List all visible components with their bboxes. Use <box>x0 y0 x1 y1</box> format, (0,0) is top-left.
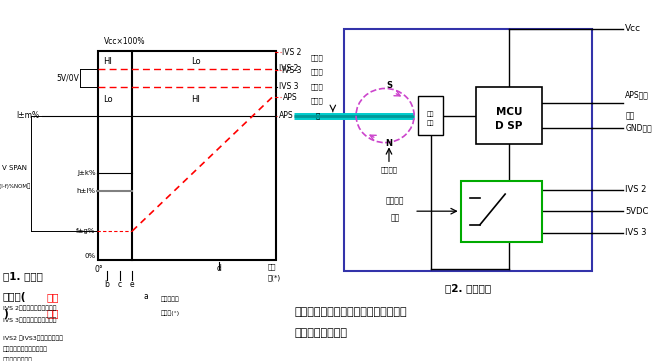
Text: APS输出: APS输出 <box>625 90 649 99</box>
Text: 序可由用户指定。: 序可由用户指定。 <box>3 357 33 361</box>
Text: c: c <box>118 280 122 289</box>
Text: D SP: D SP <box>495 121 523 131</box>
Text: 开关: 开关 <box>390 213 399 222</box>
Text: 轴: 轴 <box>315 112 320 118</box>
Text: f±g%: f±g% <box>76 228 95 234</box>
Text: Vcc×100%: Vcc×100% <box>104 37 146 46</box>
Text: APS: APS <box>283 93 297 102</box>
Text: 板旋转: 板旋转 <box>311 69 324 75</box>
Text: 怠速确认: 怠速确认 <box>385 197 404 206</box>
Text: 由踏踏: 由踏踏 <box>311 54 324 61</box>
Text: 出特性(: 出特性( <box>3 292 26 303</box>
Text: GND线址: GND线址 <box>625 124 652 133</box>
Text: IVS 2: IVS 2 <box>283 48 302 57</box>
Bar <box>418 96 443 135</box>
Text: N: N <box>385 139 393 148</box>
Text: IVS 3: IVS 3 <box>283 66 302 75</box>
Text: IVS 3: IVS 3 <box>279 82 298 91</box>
Text: 虚线: 虚线 <box>46 309 59 319</box>
Text: IVS 3: IVS 3 <box>625 228 647 237</box>
Bar <box>99 51 276 260</box>
Text: 动的转: 动的转 <box>311 97 324 104</box>
Text: 低、哪个先低后高的先后次: 低、哪个先低后高的先后次 <box>3 347 48 352</box>
Text: d: d <box>217 264 222 273</box>
Text: 5V/0V: 5V/0V <box>56 73 79 82</box>
Text: 0°: 0° <box>94 265 103 274</box>
Text: 信号: 信号 <box>625 112 634 121</box>
Text: a: a <box>144 292 149 301</box>
Bar <box>344 29 592 271</box>
Text: Vcc: Vcc <box>625 25 641 33</box>
Text: 行程: 行程 <box>267 264 276 270</box>
Text: ((l-f)%NOM）: ((l-f)%NOM） <box>0 183 30 189</box>
Text: 角(*): 角(*) <box>267 274 281 281</box>
Text: HI: HI <box>103 57 112 66</box>
Text: HI: HI <box>191 95 200 104</box>
Text: 某型汽车电子油门踏板无接触式角行程: 某型汽车电子油门踏板无接触式角行程 <box>294 307 406 317</box>
Text: IVS 2: IVS 2 <box>625 185 647 194</box>
Text: Lo: Lo <box>103 95 113 104</box>
Text: Lo: Lo <box>191 57 201 66</box>
Text: ): ) <box>3 309 7 319</box>
Text: 踏板运动之: 踏板运动之 <box>160 296 179 301</box>
Text: 组件: 组件 <box>427 120 434 126</box>
Text: b: b <box>105 280 109 289</box>
Text: 图1. 电压输: 图1. 电压输 <box>3 271 42 281</box>
Text: IVS 2: IVS 2 <box>279 64 298 73</box>
Bar <box>461 180 542 242</box>
Text: e: e <box>130 280 134 289</box>
Text: 红色: 红色 <box>46 292 59 303</box>
Text: IVS2 和IVS3之中哪个先考虑: IVS2 和IVS3之中哪个先考虑 <box>3 336 63 341</box>
Bar <box>476 87 542 144</box>
Text: l±m%: l±m% <box>17 111 39 120</box>
Text: h±l%: h±l% <box>77 188 95 194</box>
Text: V SPAN: V SPAN <box>1 165 26 171</box>
Text: IVS 3：怠速确认开关一常开: IVS 3：怠速确认开关一常开 <box>3 318 56 323</box>
Text: 5VDC: 5VDC <box>625 207 649 216</box>
Text: 旋转磁铁: 旋转磁铁 <box>381 166 397 173</box>
Text: 传感器技术原理图: 传感器技术原理图 <box>294 329 347 339</box>
Text: 行程角(°): 行程角(°) <box>160 310 179 316</box>
Text: MCU: MCU <box>496 107 522 117</box>
Text: IVS 2：怠速确认开关一常闭: IVS 2：怠速确认开关一常闭 <box>3 305 56 310</box>
Text: 图2. 电原理图: 图2. 电原理图 <box>446 283 491 293</box>
Text: J±k%: J±k% <box>77 170 95 176</box>
Text: APS: APS <box>279 111 293 120</box>
Text: 磁敏: 磁敏 <box>427 111 434 117</box>
Text: 机构带: 机构带 <box>311 83 324 90</box>
Text: S: S <box>386 81 392 90</box>
Text: 0%: 0% <box>85 253 95 259</box>
